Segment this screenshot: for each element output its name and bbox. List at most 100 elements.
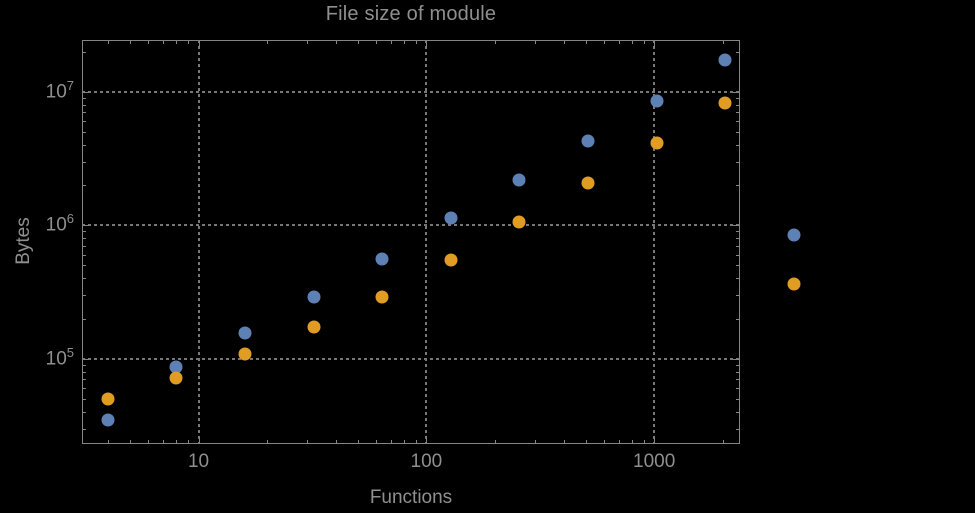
x-minor-tick	[603, 440, 605, 444]
data-point-series-blue	[169, 360, 183, 374]
y-major-tick-right	[733, 225, 740, 227]
data-point-series-orange	[307, 320, 321, 334]
x-minor-tick-top	[535, 40, 537, 44]
plot-frame	[82, 40, 740, 444]
x-minor-tick-top	[357, 40, 359, 44]
x-minor-tick-top	[494, 40, 496, 44]
x-major-tick	[198, 437, 200, 444]
data-point-series-blue	[650, 94, 664, 108]
data-point-series-orange	[650, 136, 664, 150]
y-minor-tick	[82, 278, 86, 280]
x-minor-tick	[535, 440, 537, 444]
x-axis-label: Functions	[369, 487, 453, 508]
data-point-series-blue	[787, 228, 801, 242]
x-minor-tick	[643, 440, 645, 444]
x-minor-tick	[176, 440, 178, 444]
x-minor-tick	[267, 440, 269, 444]
data-point-series-orange	[238, 347, 252, 361]
y-minor-tick	[82, 121, 86, 123]
x-tick-label: 100	[410, 451, 443, 472]
x-minor-tick-top	[188, 40, 190, 44]
x-major-tick	[654, 437, 656, 444]
y-minor-tick	[82, 112, 86, 114]
y-minor-tick	[82, 131, 86, 133]
data-point-series-blue	[307, 290, 321, 304]
x-minor-tick-top	[391, 40, 393, 44]
y-minor-tick-right	[736, 144, 740, 146]
y-minor-tick-right	[736, 121, 740, 123]
x-minor-tick	[129, 440, 131, 444]
y-major-tick-right	[733, 91, 740, 93]
x-minor-tick-top	[643, 40, 645, 44]
data-point-series-orange	[718, 96, 732, 110]
x-major-tick-top	[654, 40, 656, 47]
y-minor-tick-right	[736, 245, 740, 247]
y-minor-tick	[82, 428, 86, 430]
y-minor-tick-right	[736, 411, 740, 413]
x-minor-tick-top	[563, 40, 565, 44]
x-minor-tick	[494, 440, 496, 444]
y-minor-tick	[82, 104, 86, 106]
y-axis-label: Bytes	[13, 217, 34, 265]
gridline-vertical	[197, 40, 200, 444]
data-point-series-orange	[787, 277, 801, 291]
y-minor-tick	[82, 411, 86, 413]
y-minor-tick	[82, 185, 86, 187]
x-minor-tick	[563, 440, 565, 444]
data-point-series-blue	[718, 53, 732, 67]
y-minor-tick-right	[736, 318, 740, 320]
x-minor-tick-top	[375, 40, 377, 44]
x-minor-tick	[357, 440, 359, 444]
x-minor-tick-top	[107, 40, 109, 44]
x-minor-tick-top	[147, 40, 149, 44]
y-minor-tick-right	[736, 295, 740, 297]
x-minor-tick-top	[722, 40, 724, 44]
data-point-series-blue	[444, 211, 458, 225]
gridline-horizontal	[82, 357, 740, 360]
y-minor-tick	[82, 371, 86, 373]
y-minor-tick	[82, 51, 86, 53]
data-point-series-blue	[101, 413, 115, 427]
y-minor-tick	[82, 265, 86, 267]
x-tick-label: 10	[187, 451, 210, 472]
y-major-tick	[82, 91, 89, 93]
y-minor-tick-right	[736, 364, 740, 366]
x-minor-tick-top	[129, 40, 131, 44]
gridline-horizontal	[82, 224, 740, 227]
data-point-series-orange	[444, 253, 458, 267]
y-minor-tick	[82, 161, 86, 163]
x-major-tick-top	[198, 40, 200, 47]
y-minor-tick-right	[736, 398, 740, 400]
x-minor-tick	[404, 440, 406, 444]
x-minor-tick-top	[163, 40, 165, 44]
x-minor-tick	[163, 440, 165, 444]
y-minor-tick-right	[736, 238, 740, 240]
y-minor-tick-right	[736, 185, 740, 187]
data-point-series-orange	[101, 392, 115, 406]
y-minor-tick	[82, 295, 86, 297]
y-minor-tick-right	[736, 278, 740, 280]
x-minor-tick	[585, 440, 587, 444]
x-minor-tick-top	[585, 40, 587, 44]
data-point-series-blue	[375, 252, 389, 266]
x-minor-tick-top	[267, 40, 269, 44]
x-minor-tick	[722, 440, 724, 444]
x-minor-tick-top	[632, 40, 634, 44]
x-minor-tick-top	[415, 40, 417, 44]
y-minor-tick-right	[736, 265, 740, 267]
y-tick-label: 107	[45, 77, 74, 103]
x-minor-tick	[391, 440, 393, 444]
y-minor-tick	[82, 379, 86, 381]
y-major-tick-right	[733, 358, 740, 360]
x-major-tick-top	[426, 40, 428, 47]
data-point-series-orange	[375, 290, 389, 304]
y-minor-tick	[82, 364, 86, 366]
data-point-series-blue	[238, 326, 252, 340]
y-tick-label: 106	[45, 211, 74, 236]
x-minor-tick-top	[603, 40, 605, 44]
x-minor-tick	[415, 440, 417, 444]
x-minor-tick-top	[618, 40, 620, 44]
y-minor-tick-right	[736, 231, 740, 233]
y-minor-tick-right	[736, 161, 740, 163]
